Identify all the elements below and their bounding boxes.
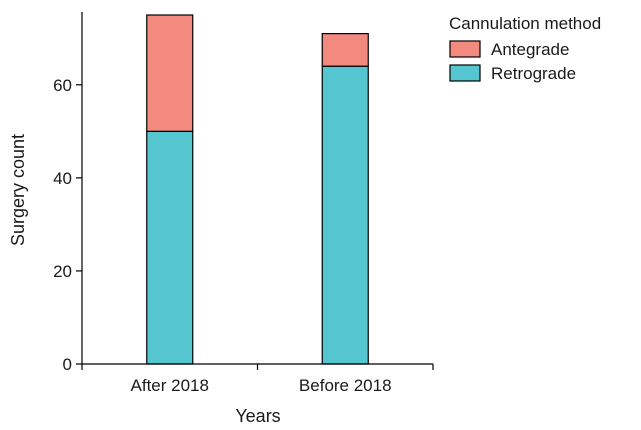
y-tick-label-0: 0 bbox=[63, 355, 72, 374]
legend: Cannulation method Antegrade Retrograde bbox=[449, 14, 601, 83]
bar-retrograde-before-2018 bbox=[321, 65, 369, 365]
x-axis-label: Years bbox=[235, 406, 280, 426]
y-tick-label-60: 60 bbox=[53, 76, 72, 95]
bars-layer bbox=[146, 14, 369, 365]
x-ticks: After 2018 Before 2018 bbox=[81, 364, 434, 395]
bar-antegrade-after-2018 bbox=[146, 14, 194, 132]
y-tick-label-20: 20 bbox=[53, 262, 72, 281]
axes-layer bbox=[81, 12, 433, 365]
y-tick-label-40: 40 bbox=[53, 169, 72, 188]
legend-swatch-retrograde bbox=[449, 64, 481, 82]
bar-retrograde-after-2018 bbox=[146, 130, 194, 365]
legend-title: Cannulation method bbox=[449, 14, 601, 33]
legend-label-retrograde: Retrograde bbox=[491, 64, 576, 83]
y-axis-label: Surgery count bbox=[8, 134, 28, 246]
legend-items: Antegrade Retrograde bbox=[449, 40, 576, 83]
x-tick-label-after-2018: After 2018 bbox=[131, 376, 209, 395]
bar-antegrade-before-2018 bbox=[321, 33, 369, 67]
x-tick-label-before-2018: Before 2018 bbox=[299, 376, 392, 395]
legend-swatch-antegrade bbox=[449, 40, 481, 58]
legend-label-antegrade: Antegrade bbox=[491, 40, 569, 59]
y-ticks: 0 20 40 60 bbox=[53, 76, 82, 374]
